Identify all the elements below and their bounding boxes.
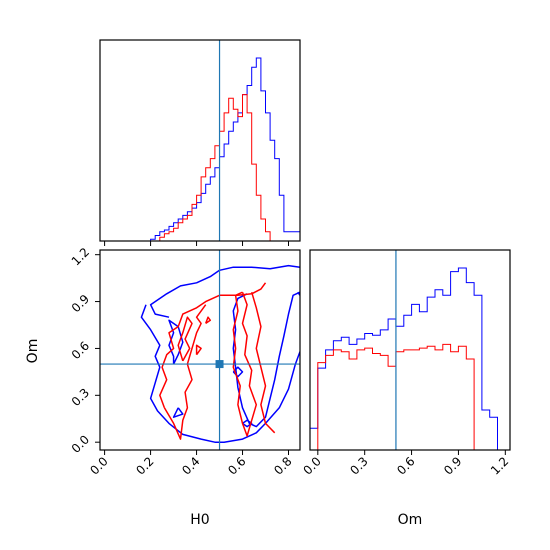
truth-marker	[215, 360, 224, 369]
histogram-om-x-tick-label: 0.6	[394, 454, 417, 477]
contour-x-tick-label: 0.2	[133, 454, 156, 477]
histogram-om-x-tick-label: 0.0	[301, 454, 324, 477]
histogram-om-x-tick-label: 1.2	[488, 454, 511, 477]
contour-frame	[99, 249, 301, 451]
contour-red-line	[159, 282, 267, 409]
contour-red-line	[195, 344, 202, 356]
contour-y-tick-label: 0.6	[69, 339, 92, 362]
axis-labels: H0 Om Om	[25, 339, 422, 528]
histogram-om-blue-series	[310, 267, 510, 450]
contour-blue-line	[242, 419, 253, 428]
contour-h0-om-panel: 0.0 0.2 0.4 0.6 0.8 0.0 0.3 0.6 0.9 1.2	[69, 245, 301, 478]
histogram-om-panel: 0.0 0.3 0.6 0.9 1.2	[301, 249, 511, 478]
contour-y-tick-label: 0.0	[69, 432, 92, 455]
x-axis-label-om: Om	[398, 512, 423, 528]
histogram-h0-panel	[99, 39, 301, 246]
contour-y-tick-label: 0.3	[69, 386, 92, 409]
contour-x-tick-label: 0.6	[225, 454, 248, 477]
x-axis-label-h0: H0	[190, 512, 209, 528]
histogram-h0-blue-series	[104, 57, 300, 241]
histogram-h0-red-series	[104, 94, 300, 241]
contour-red-line	[163, 304, 207, 440]
contour-red-line	[204, 316, 212, 325]
contour-y-tick-label: 0.9	[69, 292, 92, 315]
contour-red-line	[250, 291, 276, 434]
histogram-om-frame	[309, 249, 511, 451]
histogram-om-x-tick-label: 0.3	[347, 454, 370, 477]
contour-red-line	[232, 291, 258, 437]
y-axis-label-om: Om	[25, 339, 41, 364]
contour-blue-line	[232, 291, 300, 428]
contour-red-line	[177, 316, 193, 362]
contour-blue-line	[140, 304, 300, 443]
contour-x-tick-label: 0.8	[271, 454, 294, 477]
contour-y-tick-label: 1.2	[69, 245, 92, 268]
contour-x-tick-label: 0.0	[87, 454, 110, 477]
contour-blue-line	[149, 264, 300, 318]
contour-blue-line	[172, 407, 184, 418]
histogram-om-x-tick-label: 0.9	[441, 454, 464, 477]
contour-x-tick-label: 0.4	[179, 454, 202, 477]
histogram-h0-frame	[99, 39, 301, 242]
